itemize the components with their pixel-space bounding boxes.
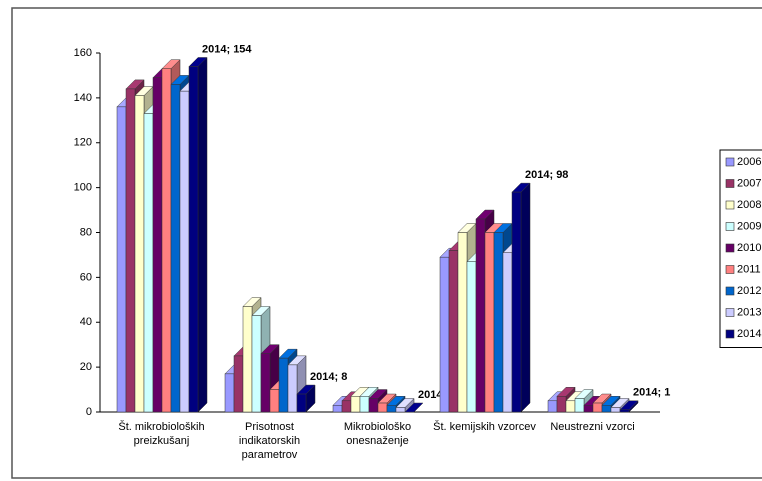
bar (161, 68, 172, 413)
x-tick-label: Št. mikrobioloških preizkušanj (118, 421, 205, 447)
bar (116, 106, 127, 413)
bar (601, 405, 612, 413)
legend-label: 2010 (737, 242, 761, 254)
bar (269, 389, 280, 413)
bar (610, 407, 621, 413)
bar (296, 393, 307, 413)
bar (251, 315, 262, 413)
legend-swatch (725, 179, 735, 188)
bar-side (520, 182, 531, 413)
legend-swatch (725, 222, 735, 231)
y-tick-label: 160 (74, 47, 92, 59)
bar (278, 357, 289, 413)
bar-side (197, 56, 208, 413)
bar (359, 396, 370, 413)
x-tick-label: Št. kemijskih vzorcev (433, 421, 536, 433)
bar (565, 400, 576, 413)
bar (466, 261, 477, 413)
bar (260, 353, 271, 413)
bar (341, 400, 352, 413)
bar (134, 95, 145, 413)
legend-swatch (725, 200, 735, 210)
bar (377, 402, 388, 413)
x-tick-label: Mikrobiološko onesnaženje (343, 421, 412, 447)
bar (592, 402, 603, 413)
chart-frame (11, 7, 762, 479)
y-tick-label: 80 (80, 226, 92, 238)
legend-label: 2011 (737, 263, 761, 275)
bar (457, 232, 468, 413)
legend-label: 2013 (737, 306, 761, 318)
x-tick-label: Neustrezni vzorci (550, 421, 635, 433)
legend-label: 2008 (737, 199, 761, 211)
bar (619, 409, 630, 413)
y-tick-label: 140 (74, 92, 92, 104)
y-tick-label: 40 (80, 316, 92, 328)
bar (368, 398, 379, 413)
bar (224, 373, 235, 413)
x-tick-label: Prisotnost indikatorskih parametrov (238, 421, 301, 461)
legend-label: 2014 (737, 328, 761, 340)
bar (502, 252, 513, 413)
bar (386, 405, 397, 413)
data-label: 2014; 8 (310, 371, 347, 383)
legend-label: 2006 (737, 156, 761, 168)
legend-swatch (725, 308, 735, 317)
y-tick-label: 20 (80, 361, 92, 373)
y-tick-label: 60 (80, 271, 92, 283)
bar-top (404, 402, 424, 413)
bar (493, 232, 504, 413)
bar (242, 306, 253, 413)
bar (350, 396, 361, 413)
bar (233, 355, 244, 413)
legend-swatch (725, 265, 735, 274)
bar (475, 218, 486, 413)
bar (448, 250, 459, 413)
legend-swatch (725, 329, 735, 339)
bar (484, 232, 495, 413)
data-label: 2014; 154 (202, 43, 252, 55)
bar (152, 77, 163, 413)
bar (574, 398, 585, 413)
legend-swatch (725, 286, 735, 296)
bar (332, 405, 343, 413)
bar (395, 407, 406, 413)
y-tick-label: 0 (86, 406, 92, 418)
bar (188, 66, 199, 413)
legend-label: 2009 (737, 220, 761, 232)
legend-label: 2007 (737, 177, 761, 189)
legend-label: 2012 (737, 285, 761, 297)
bar (170, 84, 181, 413)
y-tick-label: 100 (74, 182, 92, 194)
y-tick-label: 120 (74, 137, 92, 149)
data-label: 2014; 98 (525, 169, 568, 181)
bar (125, 88, 136, 413)
legend-swatch (725, 243, 735, 253)
data-label: 2014; 1 (633, 387, 670, 399)
bar (439, 256, 450, 413)
bar (179, 90, 190, 413)
bar (287, 364, 298, 413)
bar (143, 113, 154, 413)
bar (583, 405, 594, 413)
bar (556, 396, 567, 413)
bar (547, 400, 558, 413)
bar (511, 191, 522, 413)
legend-swatch (725, 157, 735, 167)
